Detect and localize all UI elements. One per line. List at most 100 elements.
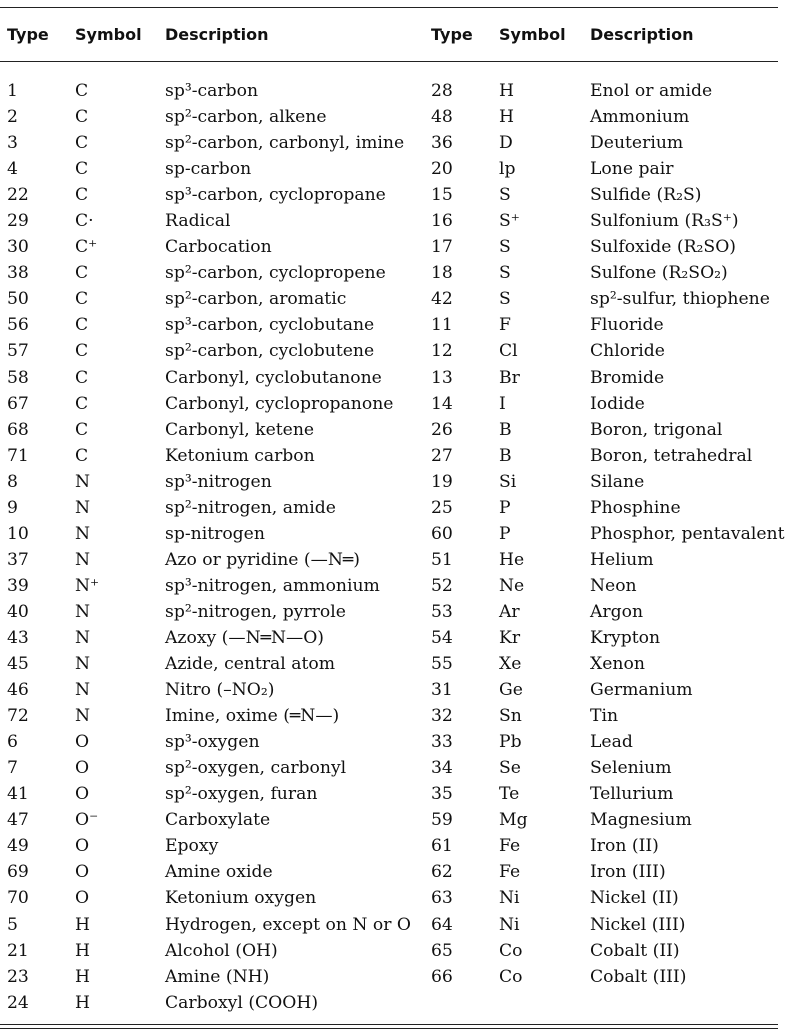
cell-description-right bbox=[590, 990, 780, 1016]
cell-symbol-right: Kr bbox=[499, 628, 521, 648]
cell-description-left: sp³-oxygen bbox=[165, 732, 260, 753]
cell-type-left: 41 bbox=[7, 784, 29, 805]
cell-type-left: 7 bbox=[7, 758, 18, 779]
cell-type-left: 58 bbox=[7, 367, 29, 388]
cell-symbol-left: C bbox=[75, 107, 89, 128]
cell-symbol-right: Ge bbox=[499, 680, 523, 701]
cell-description-right: Iron (II) bbox=[590, 836, 659, 857]
cell-symbol-left: C· bbox=[75, 211, 94, 232]
cell-symbol-right: Mg bbox=[499, 810, 528, 831]
header-symbol-right: Symbol bbox=[499, 24, 566, 44]
cell-description-left: sp-nitrogen bbox=[165, 523, 265, 544]
cell-description-right: Ammonium bbox=[590, 107, 690, 128]
header-description-left: Description bbox=[165, 24, 269, 44]
cell-type-left: 4 bbox=[7, 159, 18, 180]
table-row: 5 H Hydrogen, except on N or O 64 Ni Nickel (… bbox=[0, 912, 780, 938]
cell-description-right: Silane bbox=[590, 471, 645, 492]
cell-description-left: Carbonyl, ketene bbox=[165, 419, 315, 440]
cell-symbol-left: N bbox=[75, 549, 91, 570]
cell-type-left: 6 bbox=[7, 732, 18, 753]
table-row: 21 H Alcohol (OH) 65 Co Cobalt (II) bbox=[0, 938, 780, 964]
cell-type-right: 42 bbox=[431, 289, 453, 310]
cell-description-left: Nitro (–NO₂) bbox=[165, 680, 275, 701]
cell-symbol-right: S⁺ bbox=[499, 211, 520, 232]
cell-description-left: Azide, central atom bbox=[165, 654, 336, 675]
cell-symbol-left: O⁻ bbox=[75, 810, 99, 831]
cell-symbol-right: D bbox=[499, 133, 513, 154]
cell-description-left: Radical bbox=[165, 211, 231, 232]
cell-symbol-right: S bbox=[499, 237, 511, 258]
cell-type-right: 25 bbox=[431, 497, 453, 518]
cell-type-right: 60 bbox=[431, 523, 453, 544]
cell-type-right: 65 bbox=[431, 940, 453, 961]
cell-type-left: 49 bbox=[7, 836, 29, 857]
cell-symbol-right: Cl bbox=[499, 341, 518, 362]
cell-type-left: 8 bbox=[7, 471, 18, 492]
cell-symbol-left: O bbox=[75, 836, 90, 857]
cell-description-right: Selenium bbox=[590, 758, 672, 779]
cell-description-right: Sulfide (R₂S) bbox=[590, 185, 702, 206]
cell-description-left: sp²-carbon, cyclopropene bbox=[165, 263, 386, 284]
cell-description-left: sp²-carbon, alkene bbox=[165, 107, 327, 128]
cell-description-right: Enol or amide bbox=[590, 81, 713, 102]
cell-symbol-left: C bbox=[75, 341, 89, 362]
header-type-left: Type bbox=[7, 24, 49, 44]
cell-description-right: Cobalt (II) bbox=[590, 940, 680, 961]
cell-symbol-right: S bbox=[499, 289, 511, 310]
cell-description-right: Lead bbox=[590, 732, 633, 753]
cell-symbol-left: O bbox=[75, 862, 90, 883]
cell-description-left: Amine oxide bbox=[165, 862, 273, 883]
cell-symbol-left: H bbox=[75, 914, 90, 935]
cell-description-right: Boron, trigonal bbox=[590, 419, 723, 440]
cell-description-left: sp²-oxygen, carbonyl bbox=[165, 758, 347, 779]
cell-description-left: Carbonyl, cyclopropanone bbox=[165, 393, 394, 414]
cell-type-right: 19 bbox=[431, 471, 453, 492]
cell-symbol-right: H bbox=[499, 81, 514, 102]
cell-type-left: 39 bbox=[7, 575, 29, 596]
table-row: 71 C Ketonium carbon 27 B Boron, tetrahedral bbox=[0, 443, 780, 469]
cell-symbol-right: P bbox=[499, 497, 511, 518]
cell-symbol-left: N bbox=[75, 680, 91, 701]
cell-type-right: 35 bbox=[431, 784, 453, 805]
cell-symbol-right: Co bbox=[499, 940, 523, 961]
table-row: 29 C· Radical 16 S⁺ Sulfonium (R₃S⁺) bbox=[0, 208, 780, 234]
table-row: 47 O⁻ Carboxylate 59 Mg Magnesium bbox=[0, 807, 780, 833]
cell-symbol-left: C bbox=[75, 445, 89, 466]
cell-symbol-left: C bbox=[75, 185, 89, 206]
cell-description-right: Sulfonium (R₃S⁺) bbox=[590, 211, 739, 232]
cell-description-left: sp²-nitrogen, amide bbox=[165, 497, 336, 518]
cell-type-right: 26 bbox=[431, 419, 453, 440]
table-row: 45 N Azide, central atom 55 Xe Xenon bbox=[0, 651, 780, 677]
cell-symbol-left: N bbox=[75, 601, 91, 622]
cell-type-right bbox=[431, 990, 499, 1016]
cell-type-right: 16 bbox=[431, 211, 453, 232]
cell-description-left: Carbonyl, cyclobutanone bbox=[165, 367, 382, 388]
cell-type-left: 50 bbox=[7, 289, 29, 310]
cell-type-left: 67 bbox=[7, 393, 29, 414]
table-row: 70 O Ketonium oxygen 63 Ni Nickel (II) bbox=[0, 885, 780, 911]
cell-symbol-left: N bbox=[75, 654, 91, 675]
cell-type-left: 1 bbox=[7, 81, 18, 102]
cell-description-left: Imine, oxime (═N—) bbox=[165, 706, 340, 727]
cell-symbol-left: C bbox=[75, 289, 89, 310]
header-row: Type Symbol Description Type Symbol Desc… bbox=[0, 0, 780, 54]
cell-type-left: 10 bbox=[7, 523, 29, 544]
cell-description-right: Chloride bbox=[590, 341, 665, 362]
cell-symbol-right: lp bbox=[499, 159, 516, 180]
cell-description-right: Nickel (III) bbox=[590, 914, 686, 935]
cell-description-right: Krypton bbox=[590, 628, 661, 648]
cell-type-left: 47 bbox=[7, 810, 29, 831]
cell-symbol-left: O bbox=[75, 758, 90, 779]
table-header-rule bbox=[0, 61, 778, 62]
cell-symbol-left: O bbox=[75, 784, 90, 805]
cell-type-right: 27 bbox=[431, 445, 453, 466]
cell-type-right: 14 bbox=[431, 393, 453, 414]
cell-symbol-right: S bbox=[499, 185, 511, 206]
cell-symbol-right: Ar bbox=[499, 601, 520, 622]
